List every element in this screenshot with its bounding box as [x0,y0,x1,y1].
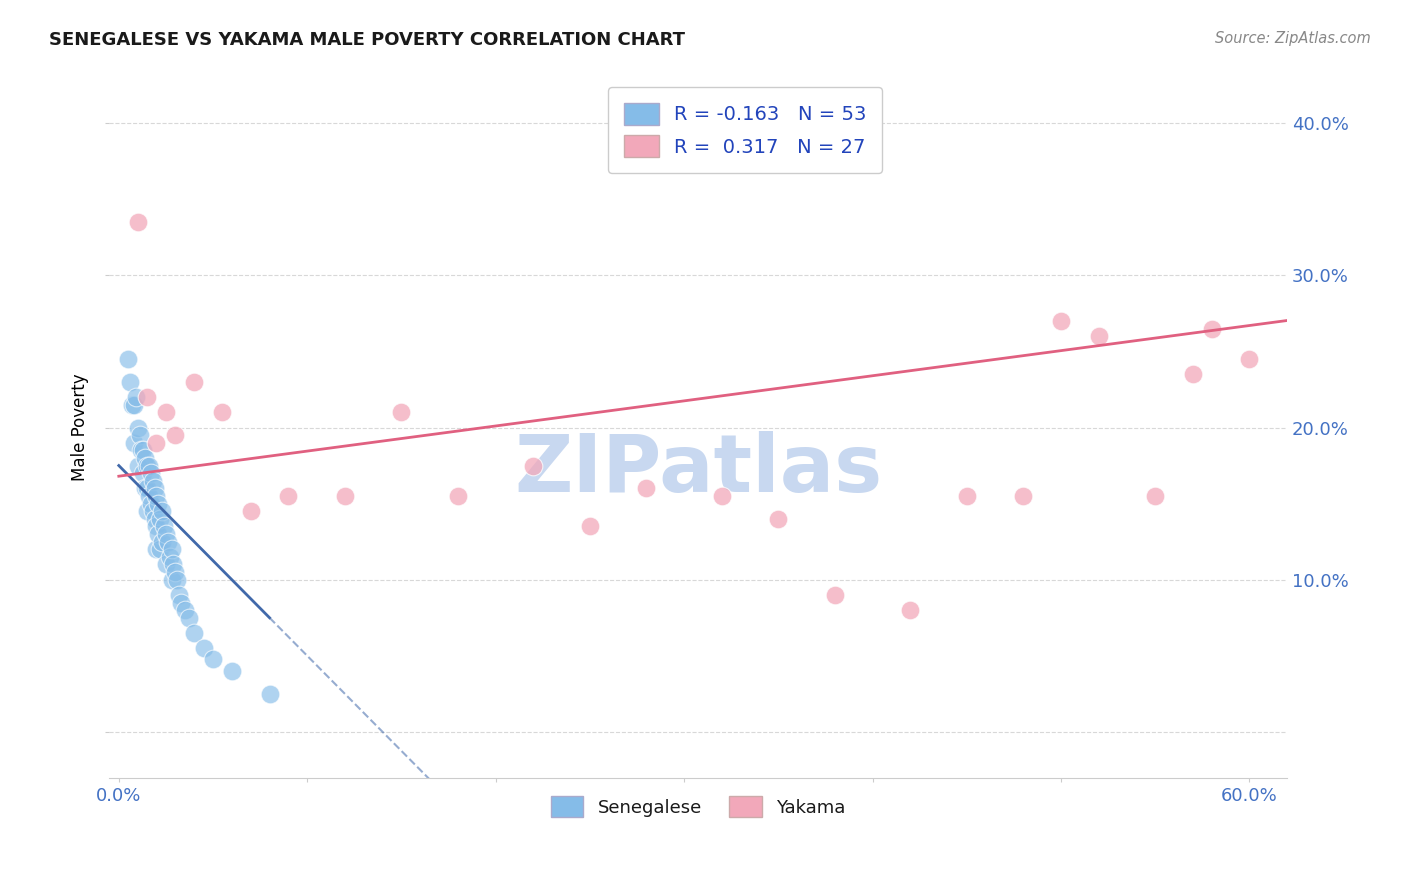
Point [183,375,205,389]
Point [1050,314,1073,328]
Point [1201,321,1223,335]
Point [136,482,159,496]
Point [239,504,262,518]
Point [148,497,170,511]
Point [166,573,188,587]
Point [156,534,179,549]
Point [636,482,658,496]
Point [170,595,193,609]
Point [150,504,173,518]
Point [165,565,187,579]
Point [193,641,215,656]
Point [155,558,177,572]
Point [128,428,150,442]
Point [259,687,281,701]
Point [127,215,149,229]
Point [202,652,225,666]
Point [125,390,148,404]
Point [183,626,205,640]
Point [1181,368,1204,382]
Point [145,519,167,533]
Point [142,474,165,488]
Point [122,398,145,412]
Point [277,489,299,503]
Point [143,512,166,526]
Point [447,489,470,503]
Point [167,588,190,602]
Point [221,664,243,678]
Point [153,519,176,533]
Point [120,375,142,389]
Point [211,405,233,419]
Point [177,611,200,625]
Point [132,466,155,480]
Point [333,489,356,503]
Point [768,512,790,526]
Point [160,573,183,587]
Point [134,450,156,465]
Point [522,458,544,473]
Text: ZIPatlas: ZIPatlas [515,431,883,508]
Legend: Senegalese, Yakama: Senegalese, Yakama [544,789,853,824]
Point [121,398,143,412]
Point [136,504,159,518]
Point [1239,351,1261,366]
Text: SENEGALESE VS YAKAMA MALE POVERTY CORRELATION CHART: SENEGALESE VS YAKAMA MALE POVERTY CORREL… [49,31,685,49]
Point [127,458,149,473]
Point [391,405,413,419]
Point [145,435,167,450]
Y-axis label: Male Poverty: Male Poverty [72,374,89,482]
Point [138,489,160,503]
Point [710,489,733,503]
Point [136,390,159,404]
Point [145,489,167,503]
Point [143,482,166,496]
Point [155,405,177,419]
Text: Source: ZipAtlas.com: Source: ZipAtlas.com [1215,31,1371,46]
Point [150,534,173,549]
Point [131,443,153,458]
Point [136,458,159,473]
Point [1087,329,1109,343]
Point [1012,489,1035,503]
Point [122,435,145,450]
Point [173,603,195,617]
Point [898,603,921,617]
Point [132,443,155,458]
Point [579,519,602,533]
Point [145,542,167,557]
Point [139,466,162,480]
Point [134,482,156,496]
Point [149,512,172,526]
Point [956,489,979,503]
Point [162,558,184,572]
Point [165,428,187,442]
Point [117,351,139,366]
Point [160,542,183,557]
Point [1144,489,1167,503]
Point [148,527,170,541]
Point [139,497,162,511]
Point [142,504,165,518]
Point [824,588,846,602]
Point [127,420,149,434]
Point [138,458,160,473]
Point [159,549,181,564]
Point [149,542,172,557]
Point [155,527,177,541]
